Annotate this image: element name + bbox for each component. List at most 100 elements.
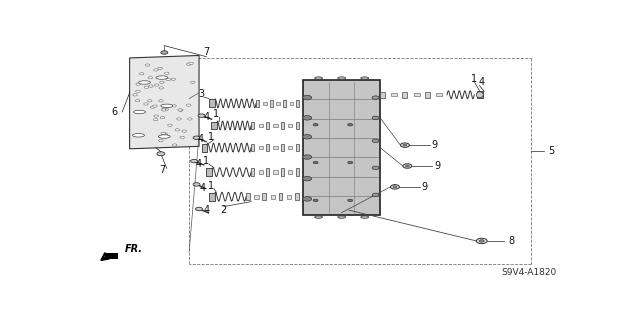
Ellipse shape	[154, 69, 158, 71]
Ellipse shape	[315, 216, 323, 218]
Polygon shape	[105, 253, 118, 259]
Bar	[246, 193, 250, 200]
Ellipse shape	[180, 136, 184, 138]
Ellipse shape	[193, 183, 200, 186]
Ellipse shape	[148, 77, 152, 79]
Ellipse shape	[390, 185, 399, 189]
Ellipse shape	[138, 81, 150, 84]
Bar	[281, 122, 284, 129]
Text: 6: 6	[111, 107, 118, 117]
Bar	[271, 195, 275, 198]
Ellipse shape	[159, 139, 163, 142]
Bar	[273, 124, 278, 127]
Bar	[256, 100, 259, 107]
Bar	[202, 144, 207, 152]
Text: 4: 4	[200, 183, 206, 193]
Ellipse shape	[156, 76, 168, 79]
Bar	[296, 144, 299, 151]
Bar	[254, 195, 259, 198]
Ellipse shape	[179, 109, 183, 111]
Ellipse shape	[164, 72, 169, 74]
Text: 1: 1	[209, 181, 214, 191]
Ellipse shape	[405, 165, 410, 167]
Ellipse shape	[476, 92, 483, 98]
Ellipse shape	[134, 110, 145, 114]
Ellipse shape	[186, 104, 191, 106]
Ellipse shape	[348, 161, 353, 164]
Text: 1: 1	[209, 131, 214, 142]
Ellipse shape	[372, 139, 379, 143]
Text: 7: 7	[204, 47, 210, 57]
Ellipse shape	[198, 114, 205, 117]
Ellipse shape	[132, 134, 145, 137]
Ellipse shape	[157, 152, 165, 156]
Bar	[413, 93, 420, 96]
Ellipse shape	[161, 51, 168, 54]
Bar	[288, 146, 292, 149]
Ellipse shape	[303, 135, 312, 139]
Text: 4: 4	[204, 205, 209, 215]
Ellipse shape	[158, 67, 163, 70]
Ellipse shape	[315, 77, 323, 79]
Polygon shape	[129, 56, 199, 149]
Text: 1: 1	[204, 156, 209, 166]
Ellipse shape	[164, 108, 168, 110]
Ellipse shape	[189, 62, 193, 64]
Bar	[266, 144, 269, 151]
Text: 1: 1	[213, 109, 220, 119]
Ellipse shape	[303, 95, 312, 100]
Bar	[209, 193, 215, 201]
Bar	[266, 122, 269, 129]
Bar	[259, 124, 262, 127]
Ellipse shape	[178, 109, 182, 111]
Ellipse shape	[136, 83, 140, 85]
Bar	[295, 193, 299, 200]
Bar	[436, 93, 442, 96]
Bar	[477, 91, 483, 98]
Ellipse shape	[303, 176, 312, 181]
Ellipse shape	[171, 78, 175, 80]
Ellipse shape	[393, 186, 397, 188]
Bar	[283, 100, 286, 107]
Text: 9: 9	[431, 140, 438, 150]
Bar	[296, 122, 299, 129]
Ellipse shape	[161, 109, 166, 111]
Bar	[262, 193, 266, 200]
Bar	[251, 144, 255, 151]
Ellipse shape	[150, 106, 155, 108]
Ellipse shape	[172, 144, 177, 146]
Ellipse shape	[476, 238, 487, 244]
Ellipse shape	[140, 73, 144, 75]
Ellipse shape	[372, 193, 379, 197]
Ellipse shape	[338, 77, 346, 79]
Text: 7: 7	[159, 165, 165, 175]
Ellipse shape	[163, 133, 168, 135]
Bar	[288, 170, 292, 174]
Ellipse shape	[172, 105, 176, 107]
Ellipse shape	[160, 116, 164, 119]
Ellipse shape	[313, 123, 318, 126]
Text: FR.: FR.	[125, 244, 143, 254]
Bar	[207, 168, 212, 176]
Text: 9: 9	[434, 161, 440, 171]
Ellipse shape	[159, 100, 163, 102]
Ellipse shape	[133, 94, 138, 96]
Ellipse shape	[191, 81, 195, 84]
Ellipse shape	[372, 166, 379, 170]
Bar	[251, 168, 255, 176]
Bar	[290, 101, 293, 105]
Ellipse shape	[159, 87, 164, 89]
Ellipse shape	[161, 132, 166, 135]
Ellipse shape	[196, 207, 202, 211]
Ellipse shape	[159, 81, 164, 83]
Text: S9V4-A1820: S9V4-A1820	[501, 268, 556, 277]
Ellipse shape	[162, 108, 166, 110]
Ellipse shape	[193, 136, 200, 139]
Text: 4: 4	[204, 112, 209, 122]
Ellipse shape	[144, 86, 148, 88]
Ellipse shape	[168, 124, 172, 126]
Ellipse shape	[175, 129, 180, 131]
Ellipse shape	[186, 63, 191, 65]
Ellipse shape	[154, 84, 159, 86]
Bar	[403, 92, 408, 98]
